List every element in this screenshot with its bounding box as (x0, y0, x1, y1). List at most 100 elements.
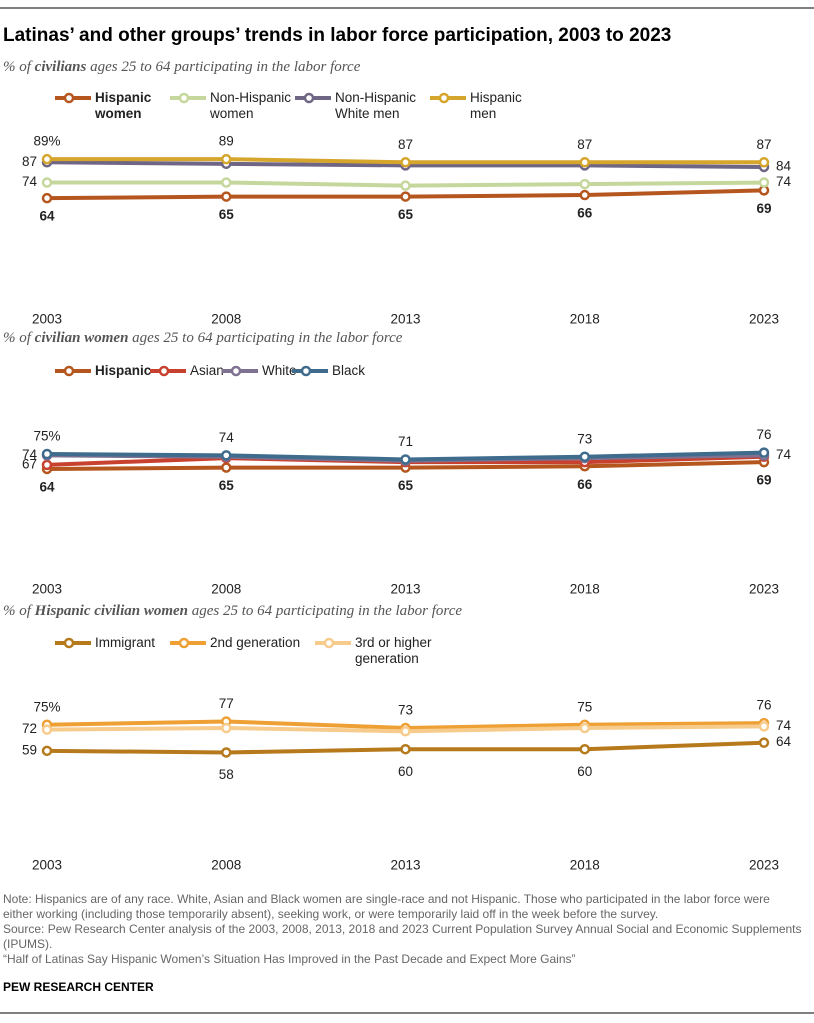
value-label: 66 (577, 477, 593, 492)
value-label: 59 (22, 742, 37, 757)
point (579, 178, 590, 190)
value-label: 64 (39, 480, 55, 495)
point (758, 737, 770, 748)
x-tick-label: 2008 (211, 312, 241, 327)
value-label: 87 (398, 137, 413, 152)
value-label: 65 (398, 478, 414, 493)
value-label: 74 (776, 718, 792, 733)
value-label: 73 (398, 703, 413, 718)
point (221, 153, 232, 165)
value-label: 89 (219, 134, 234, 149)
legend-label: Black (332, 363, 366, 378)
legend-marker (63, 92, 75, 104)
x-tick-label: 2018 (570, 312, 600, 327)
subtitle-part: ages 25 to 64 participating in the labor… (86, 59, 360, 75)
legend-entry: Hispanic (95, 363, 152, 378)
point (579, 722, 590, 734)
x-tick-label: 2018 (570, 582, 600, 597)
subtitle-part: % of (3, 603, 35, 619)
note: Note: Hispanics are of any race. White, … (3, 892, 770, 921)
legend-marker (230, 365, 242, 377)
legend-entry: Hispanic women (95, 90, 152, 121)
legend-entry: 3rd or higher generation (355, 635, 432, 666)
point (41, 724, 53, 735)
point (579, 451, 590, 462)
value-label: 65 (398, 207, 414, 222)
subtitle-part: % of (3, 59, 35, 75)
note: Source: Pew Research Center analysis of … (3, 922, 802, 951)
subtitle: % of civilians ages 25 to 64 participati… (3, 59, 361, 75)
point (221, 177, 232, 188)
legend-entry: Immigrant (95, 635, 155, 650)
point (758, 177, 770, 188)
x-tick-label: 2008 (211, 858, 241, 873)
value-label: 75 (577, 699, 592, 714)
legend-marker (303, 92, 315, 104)
value-label: 69 (756, 201, 771, 216)
x-tick-label: 2013 (390, 312, 420, 327)
subtitle-part: civilians (35, 59, 87, 75)
legend-entry: Black (332, 363, 366, 378)
x-tick-label: 2013 (390, 582, 420, 597)
point (579, 189, 590, 201)
subtitle: % of Hispanic civilian women ages 25 to … (3, 603, 462, 619)
legend-label: 2nd generation (210, 635, 301, 650)
x-tick-label: 2023 (749, 312, 779, 327)
legend-entry: White (262, 363, 297, 378)
legend-marker (323, 637, 335, 649)
legend-entry: Non-Hispanic women (210, 90, 292, 121)
point (400, 454, 411, 465)
value-label: 87 (756, 137, 771, 152)
point (758, 447, 770, 458)
legend-marker (63, 365, 75, 377)
value-label: 60 (577, 764, 592, 779)
value-label: 77 (219, 696, 234, 711)
x-tick-label: 2013 (390, 858, 420, 873)
value-label: 67 (22, 456, 37, 471)
point (400, 191, 411, 202)
value-label: 75% (33, 699, 60, 714)
x-tick-label: 2023 (749, 858, 779, 873)
subtitle-part: % of (3, 330, 35, 346)
point (579, 743, 590, 755)
x-tick-label: 2003 (32, 858, 62, 873)
legend-marker (63, 637, 75, 649)
value-label: 72 (22, 721, 37, 736)
point (758, 721, 770, 732)
value-label: 65 (219, 478, 235, 493)
value-label: 74 (22, 174, 38, 189)
legend-marker (438, 92, 450, 104)
legend-marker (178, 637, 190, 649)
x-tick-label: 2018 (570, 858, 600, 873)
legend-marker (158, 365, 170, 377)
value-label: 64 (39, 209, 55, 224)
credit: PEW RESEARCH CENTER (3, 980, 154, 994)
point (41, 459, 53, 471)
x-tick-label: 2003 (32, 582, 62, 597)
point (579, 157, 590, 168)
value-label: 87 (22, 154, 37, 169)
legend-label: White (262, 363, 297, 378)
point (41, 192, 53, 204)
value-label: 75% (33, 429, 60, 444)
point (41, 177, 53, 188)
subtitle-part: ages 25 to 64 participating in the labor… (188, 603, 462, 619)
point (221, 722, 232, 734)
legend-label: Hispanic (95, 363, 152, 378)
point (41, 745, 53, 757)
value-label: 84 (776, 159, 792, 174)
legend-marker (300, 365, 312, 377)
value-label: 64 (776, 734, 792, 749)
value-label: 71 (398, 434, 413, 449)
legend-label: Non-Hispanic women (210, 90, 292, 121)
value-label: 60 (398, 764, 413, 779)
notes: Note: Hispanics are of any race. White, … (3, 892, 803, 967)
point (758, 157, 770, 168)
subtitle-part: Hispanic civilian women (34, 603, 188, 619)
x-tick-label: 2023 (749, 582, 779, 597)
point (400, 726, 411, 737)
point (41, 448, 53, 460)
legend-label: Hispanic women (95, 90, 152, 121)
value-label: 74 (219, 430, 235, 445)
